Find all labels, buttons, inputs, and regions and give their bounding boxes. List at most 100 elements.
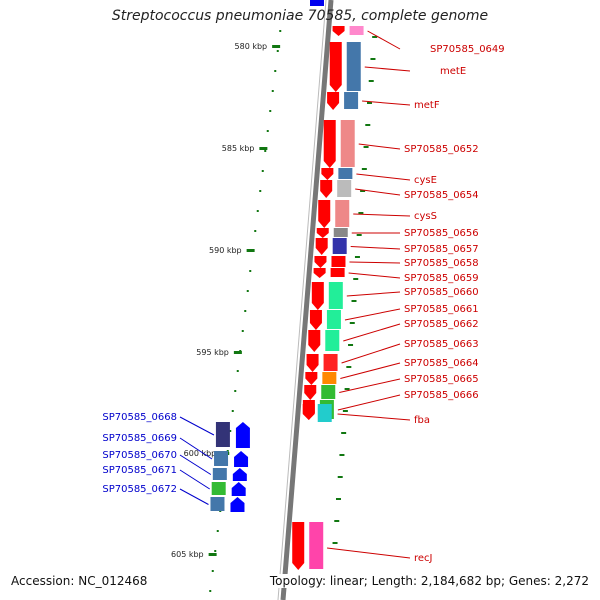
leader-line (179, 437, 213, 460)
leader-line (179, 416, 215, 436)
gene-track (230, 26, 345, 570)
track-tick (353, 278, 359, 280)
ruler-major-tick (246, 249, 255, 252)
ruler-major-tick (272, 45, 281, 48)
track-tick (365, 124, 371, 126)
forward-gene-arrow (292, 522, 305, 570)
cog-block (309, 522, 324, 569)
track-tick (358, 212, 364, 214)
forward-gene-arrow (304, 385, 317, 400)
track-tick (361, 168, 367, 170)
leader-line (344, 308, 401, 321)
cog-block (210, 497, 225, 511)
gene-label-forward: SP70585_0652 (404, 144, 479, 155)
forward-gene-arrow (313, 268, 326, 278)
gene-labels: SP70585_0649 metE metF SP70585_0652 cysE SP70… (102, 44, 504, 564)
forward-gene-arrow (315, 238, 328, 255)
track-tick (335, 498, 341, 500)
track-tick (348, 344, 354, 346)
leader-line (355, 188, 401, 196)
cog-block (349, 26, 364, 35)
cog-block (330, 268, 345, 277)
gene-label-forward: cysE (414, 175, 437, 186)
gene-label-forward: SP70585_0663 (404, 339, 479, 350)
cog-block (340, 120, 355, 167)
gene-label-forward: SP70585_0662 (404, 319, 479, 330)
ruler-dot (269, 110, 272, 112)
ruler-dot (279, 30, 282, 32)
label-leader-lines (179, 30, 411, 559)
ruler-dot (274, 70, 277, 72)
partial-gene-top (310, 0, 324, 6)
cog-block (346, 42, 361, 91)
leader-line (327, 547, 411, 559)
ruler-label: 595 kbp (196, 348, 229, 357)
leader-line (364, 66, 411, 72)
cog-block (215, 422, 230, 447)
ruler-dot (271, 90, 274, 92)
track-tick (363, 146, 369, 148)
track-tick (351, 300, 357, 302)
ruler-dot (211, 570, 214, 572)
forward-gene-arrow (302, 404, 315, 420)
gene-label-forward: SP70585_0661 (404, 304, 479, 315)
ruler-dot (256, 210, 259, 212)
gene-label-forward: SP70585_0654 (404, 190, 479, 201)
leader-line (179, 454, 212, 475)
ruler-dot (214, 550, 217, 552)
track-tick (341, 432, 347, 434)
gene-label-forward: cysS (414, 211, 437, 222)
ruler-dot (276, 50, 279, 52)
leader-line (362, 100, 411, 106)
ruler-dot (231, 410, 234, 412)
ruler-label: 600 kbp (184, 449, 217, 458)
forward-gene-arrow (308, 330, 321, 352)
ruler-major-tick (233, 351, 242, 354)
leader-line (341, 343, 401, 364)
track-tick (356, 234, 362, 236)
track-tick (367, 102, 373, 104)
forward-gene-arrow (320, 180, 333, 198)
cog-block (344, 92, 359, 109)
gene-label-forward: SP70585_0665 (404, 374, 479, 385)
cog-block (322, 372, 337, 384)
forward-gene-arrow (305, 372, 318, 385)
map-title: Streptococcus pneumoniae 70585, complete… (111, 8, 489, 24)
ruler-dot (216, 530, 219, 532)
ruler-labels: 580 kbp 585 kbp 590 kbp 595 kbp 600 kbp 605 k… (171, 42, 281, 559)
gene-label-forward: SP70585_0649 (430, 44, 505, 55)
gene-label-reverse: SP70585_0669 (102, 433, 177, 444)
leader-line (367, 30, 401, 50)
cog-block (323, 354, 338, 371)
cog-block (337, 180, 352, 197)
cog-block (338, 168, 353, 179)
leader-line (350, 246, 401, 250)
track-tick (337, 476, 343, 478)
reverse-gene-arrow (235, 422, 250, 448)
gene-label-forward: SP70585_0664 (404, 358, 479, 369)
forward-gene-arrow (316, 228, 329, 238)
track-tick (354, 256, 360, 258)
gene-label-reverse: SP70585_0672 (102, 484, 177, 495)
gene-label-forward: SP70585_0656 (404, 228, 479, 239)
ruler-dot (241, 330, 244, 332)
cog-block (321, 385, 336, 399)
cog-block (212, 468, 227, 480)
ruler-major-tick (208, 553, 217, 556)
forward-gene-arrow (318, 200, 331, 228)
track-tick (339, 454, 345, 456)
forward-gene-arrow (332, 26, 345, 36)
backbone-shadow (277, 0, 327, 600)
leader-line (353, 213, 411, 217)
gene-label-forward: recJ (414, 553, 433, 564)
ruler-dot (264, 150, 267, 152)
ruler-dot (249, 270, 252, 272)
leader-line (179, 488, 209, 505)
ruler-dot (234, 390, 237, 392)
ruler-dot (236, 370, 239, 372)
gene-label-reverse: SP70585_0671 (102, 465, 177, 476)
forward-gene-arrow (321, 168, 334, 180)
cog-block (325, 330, 340, 351)
ruler-dot (261, 170, 264, 172)
